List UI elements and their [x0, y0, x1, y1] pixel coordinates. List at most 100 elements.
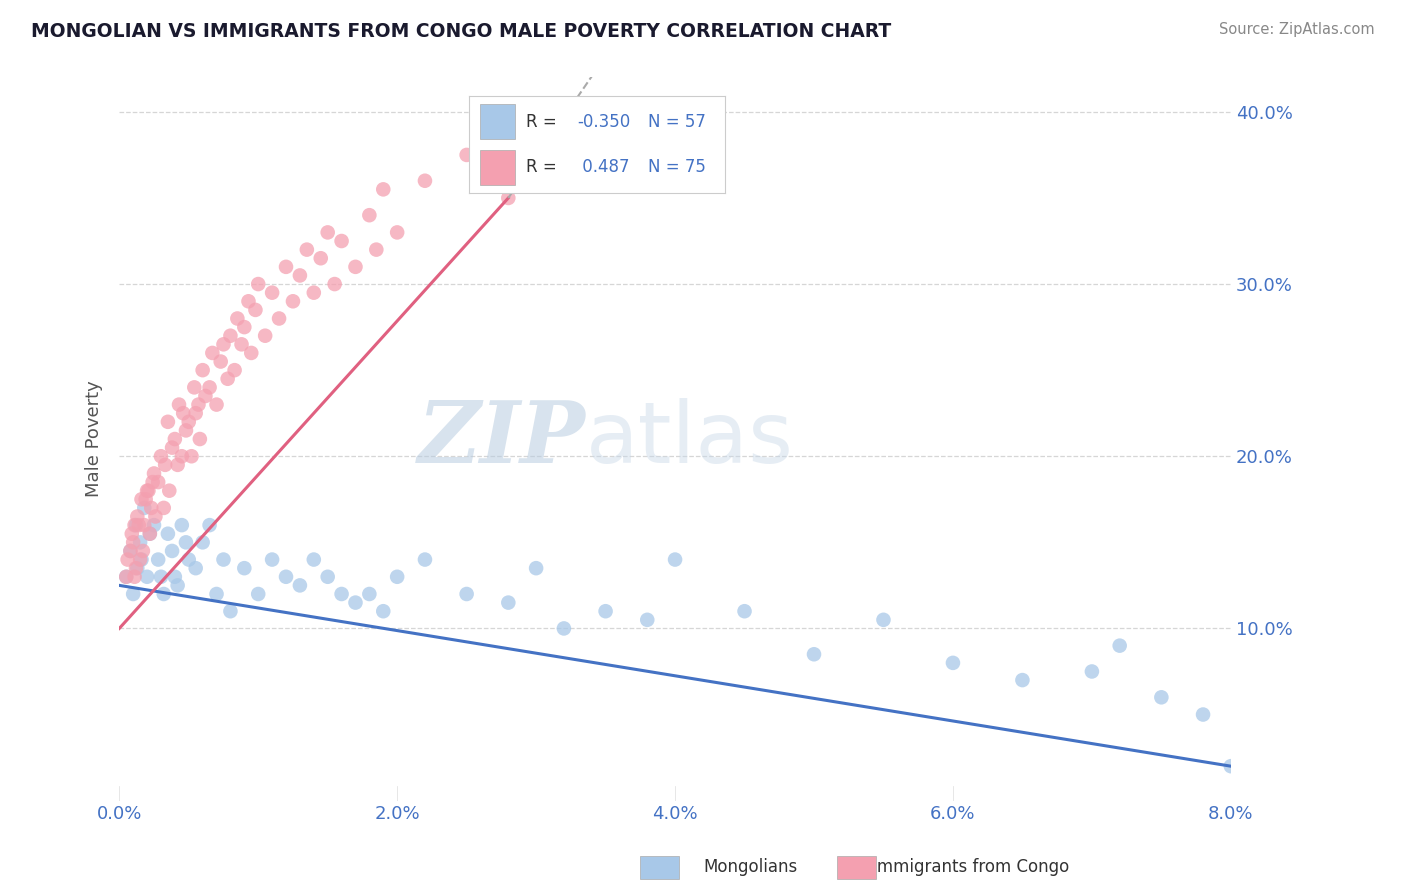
Point	[1150, 690, 1173, 705]
Point	[498, 596, 520, 610]
Point	[170, 449, 193, 463]
Point	[524, 561, 547, 575]
Point	[127, 509, 149, 524]
Point	[247, 277, 270, 291]
Point	[274, 260, 297, 274]
Point	[359, 208, 381, 222]
Point	[187, 398, 209, 412]
Point	[120, 544, 142, 558]
Point	[1081, 665, 1104, 679]
Point	[141, 500, 163, 515]
Point	[115, 570, 138, 584]
Point	[217, 372, 239, 386]
Point	[125, 518, 148, 533]
Point	[281, 294, 304, 309]
Point	[127, 561, 149, 575]
Point	[174, 424, 197, 438]
Point	[149, 570, 172, 584]
Point	[595, 604, 617, 618]
Point	[803, 647, 825, 661]
Point	[198, 518, 221, 533]
Point	[205, 398, 228, 412]
Point	[194, 389, 217, 403]
Point	[191, 363, 214, 377]
Point	[456, 148, 478, 162]
Point	[138, 483, 160, 498]
Point	[1108, 639, 1130, 653]
Point	[309, 252, 332, 266]
Point	[219, 604, 242, 618]
Point	[262, 552, 284, 566]
Point	[180, 449, 202, 463]
Point	[121, 526, 143, 541]
Point	[156, 415, 179, 429]
Point	[274, 570, 297, 584]
Point	[664, 552, 686, 566]
Point	[366, 243, 388, 257]
Point	[524, 165, 547, 179]
Point	[595, 156, 617, 170]
Point	[233, 561, 256, 575]
Text: atlas: atlas	[586, 398, 794, 481]
Point	[139, 526, 162, 541]
Point	[413, 552, 436, 566]
Point	[143, 518, 166, 533]
Point	[201, 346, 224, 360]
Point	[240, 346, 263, 360]
Point	[184, 561, 207, 575]
Point	[359, 587, 381, 601]
Point	[117, 552, 139, 566]
Point	[143, 467, 166, 481]
Point	[124, 518, 146, 533]
Point	[238, 294, 260, 309]
Y-axis label: Male Poverty: Male Poverty	[86, 381, 103, 498]
Point	[254, 328, 277, 343]
Point	[128, 518, 150, 533]
Point	[160, 544, 183, 558]
Point	[163, 432, 186, 446]
Point	[124, 570, 146, 584]
Point	[115, 570, 138, 584]
Point	[553, 622, 575, 636]
Point	[330, 234, 353, 248]
Point	[498, 191, 520, 205]
Point	[1219, 759, 1241, 773]
Point	[198, 380, 221, 394]
Point	[183, 380, 205, 394]
Point	[231, 337, 253, 351]
Point	[152, 500, 174, 515]
Point	[191, 535, 214, 549]
Point	[131, 492, 153, 507]
Point	[148, 552, 170, 566]
Point	[295, 243, 318, 257]
Point	[316, 226, 339, 240]
Point	[413, 174, 436, 188]
Point	[142, 475, 165, 489]
Point	[330, 587, 353, 601]
Point	[212, 552, 235, 566]
Point	[385, 570, 408, 584]
Point	[872, 613, 894, 627]
Point	[148, 475, 170, 489]
Point	[166, 458, 188, 472]
Point	[385, 226, 408, 240]
Point	[136, 570, 159, 584]
Point	[157, 483, 180, 498]
Point	[344, 260, 367, 274]
Point	[132, 544, 155, 558]
Text: ZIP: ZIP	[418, 397, 586, 481]
Point	[247, 587, 270, 601]
Point	[166, 578, 188, 592]
Point	[302, 285, 325, 300]
Point	[262, 285, 284, 300]
Point	[149, 449, 172, 463]
Point	[136, 483, 159, 498]
Text: Mongolians: Mongolians	[703, 858, 797, 876]
Text: MONGOLIAN VS IMMIGRANTS FROM CONGO MALE POVERTY CORRELATION CHART: MONGOLIAN VS IMMIGRANTS FROM CONGO MALE …	[31, 22, 891, 41]
Text: Source: ZipAtlas.com: Source: ZipAtlas.com	[1219, 22, 1375, 37]
Point	[344, 596, 367, 610]
Point	[177, 415, 200, 429]
Point	[226, 311, 249, 326]
Point	[125, 561, 148, 575]
Point	[120, 544, 142, 558]
